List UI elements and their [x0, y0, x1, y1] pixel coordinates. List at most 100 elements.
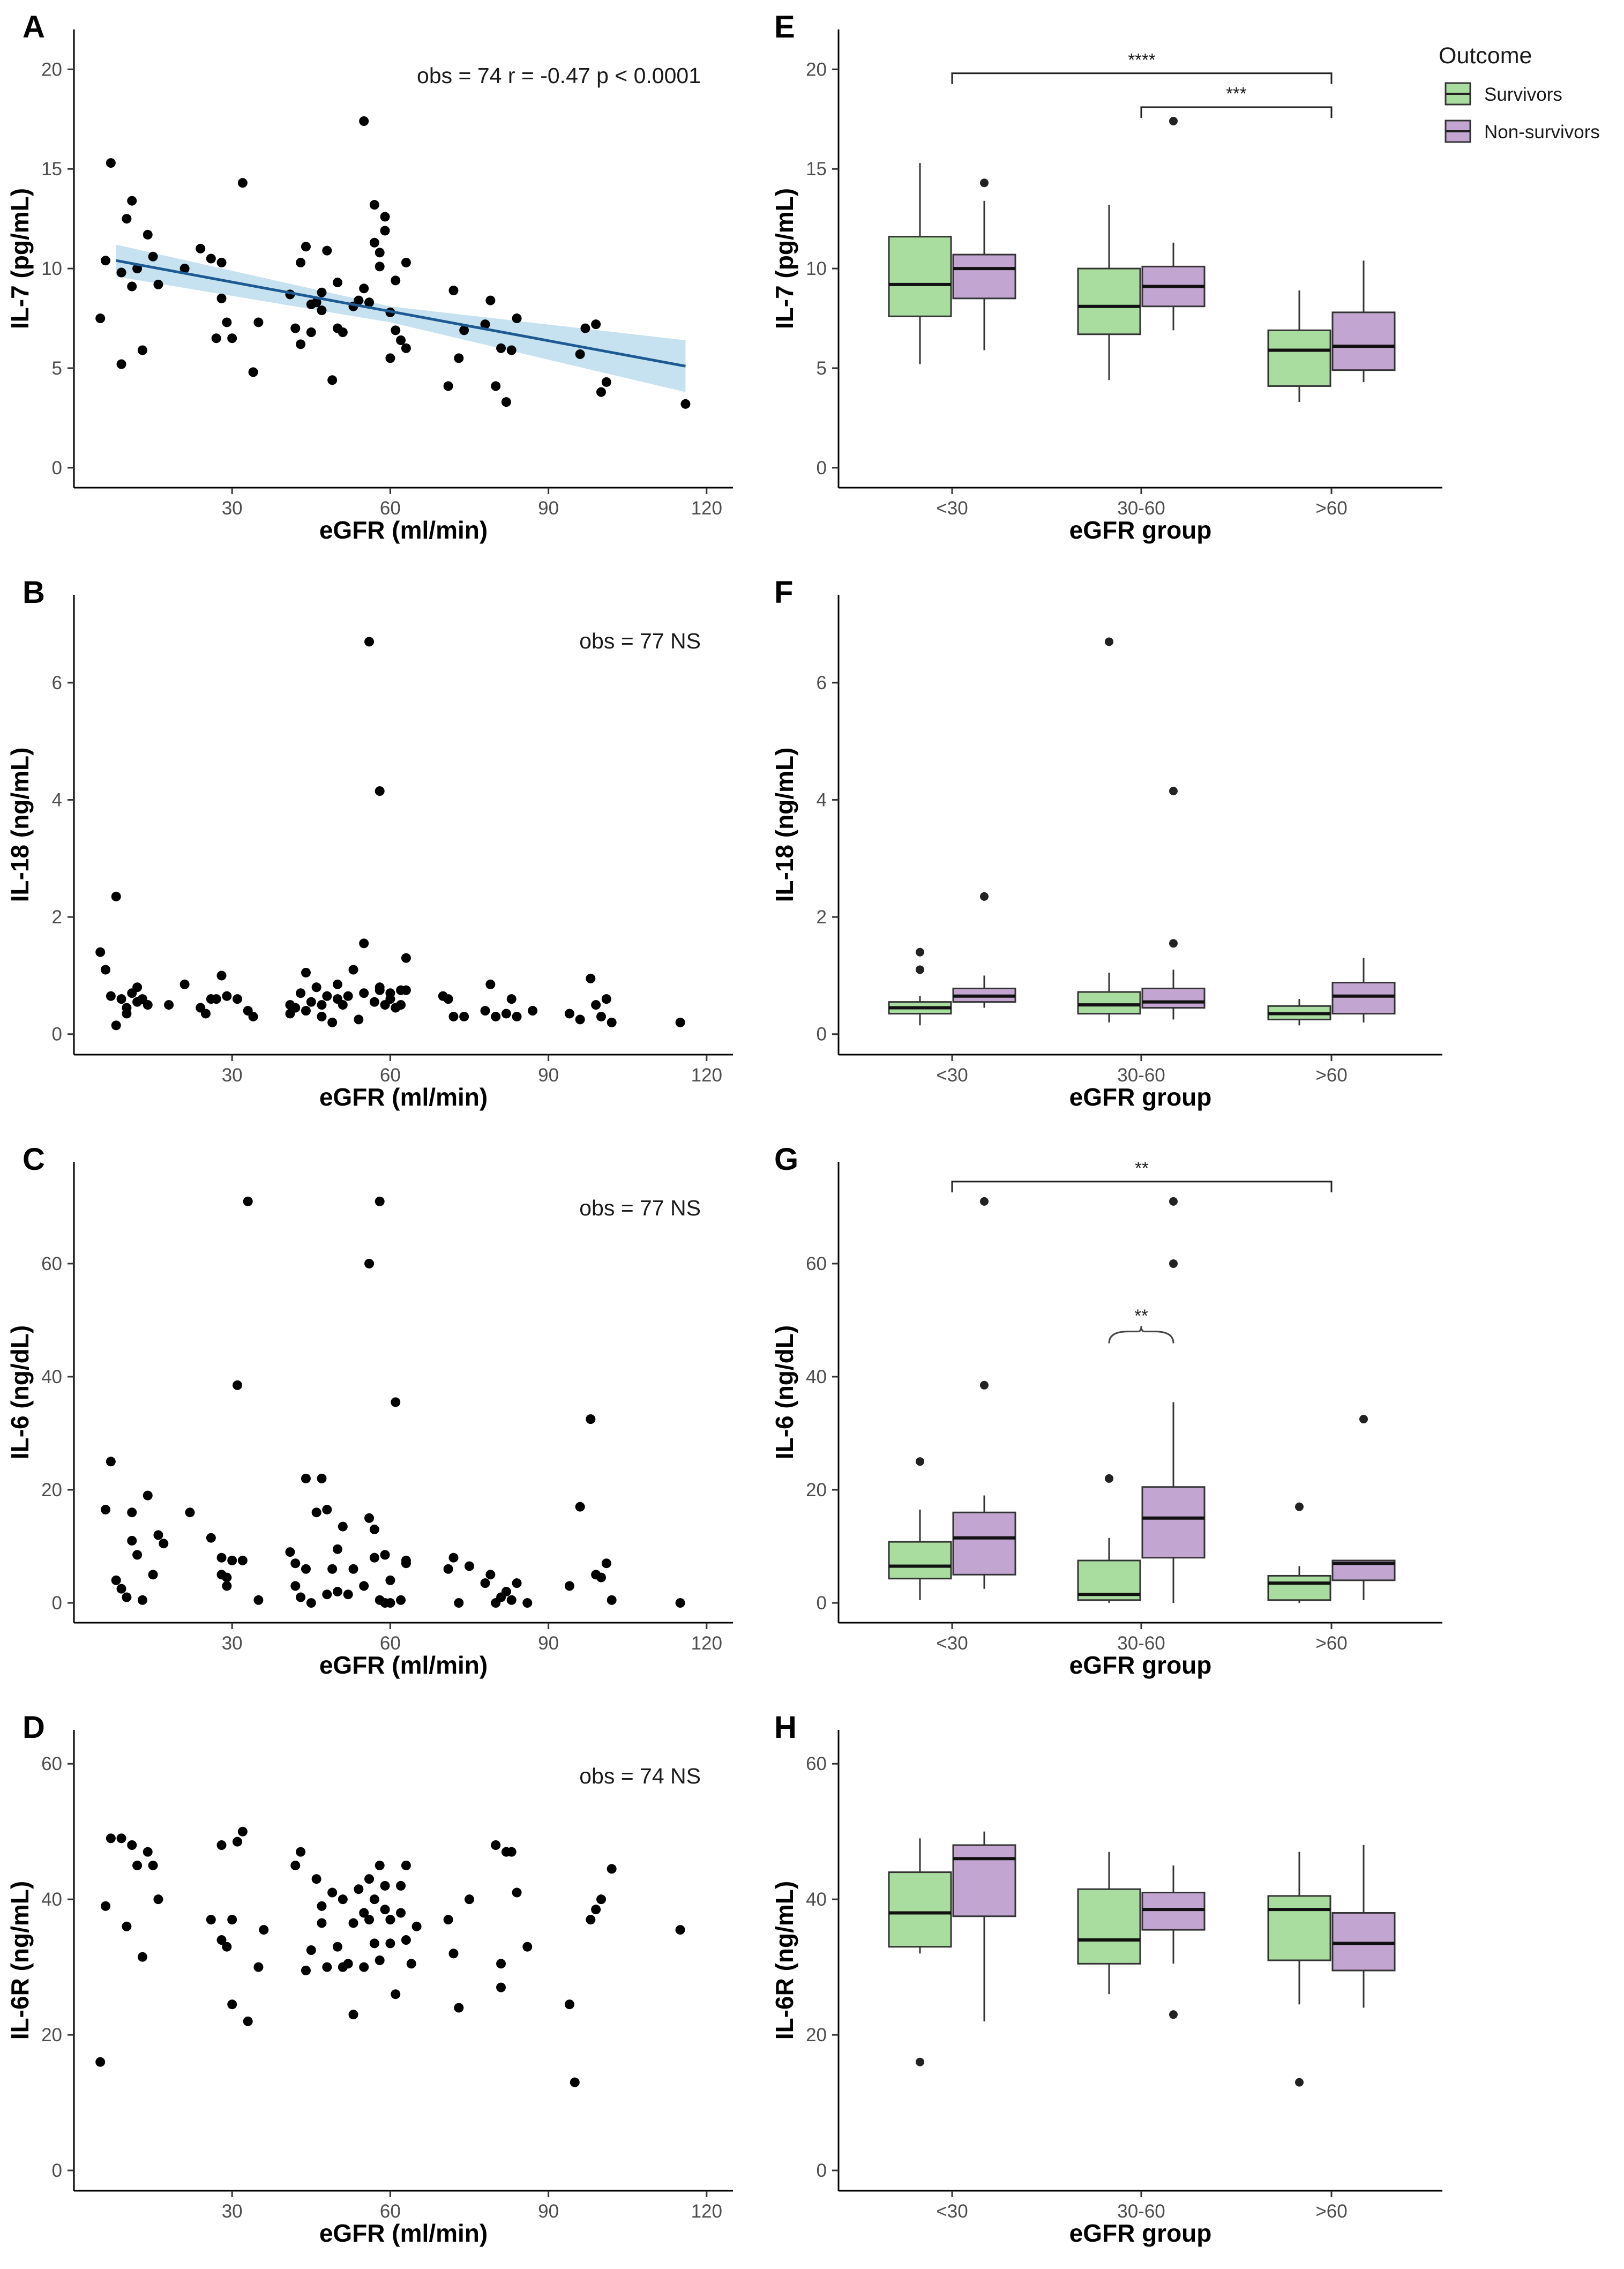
y-tick-label: 6: [817, 673, 827, 693]
scatter-panel-c: C 0 20 40 60 IL-6 (ng/dL) eGFR (ml/min) 30 60 90 1…: [6, 1142, 733, 1679]
data-point: [443, 381, 453, 391]
data-point: [301, 967, 311, 977]
data-point: [364, 1915, 375, 1925]
data-point: [354, 295, 364, 305]
data-point: [132, 1860, 143, 1870]
data-point: [127, 1535, 137, 1546]
box-survivors: [1077, 267, 1141, 335]
data-point: [385, 994, 395, 1004]
y-axis-title: IL-7 (pg/mL): [770, 188, 798, 329]
data-point: [591, 1000, 601, 1010]
data-point: [248, 1011, 258, 1021]
data-point: [322, 1504, 332, 1514]
data-point: [369, 200, 379, 210]
box-non-survivors: [1331, 311, 1396, 371]
data-point: [101, 1901, 111, 1911]
x-tick-label: 30: [222, 2201, 243, 2222]
legend-label-survivors: Survivors: [1484, 84, 1562, 105]
data-point: [233, 994, 243, 1004]
data-point: [343, 1959, 353, 1969]
data-point: [359, 1908, 369, 1918]
data-point: [459, 1011, 469, 1021]
x-tick-label: 30: [222, 498, 243, 519]
data-point: [301, 1006, 311, 1016]
box-non-survivors: [1141, 987, 1206, 1009]
data-point: [216, 1553, 227, 1563]
data-point: [338, 1000, 348, 1010]
y-tick-label: 40: [806, 1367, 827, 1387]
outlier-point: [1169, 787, 1178, 796]
data-point: [385, 1915, 395, 1925]
outlier-point: [1169, 117, 1178, 125]
data-point: [480, 1006, 490, 1016]
data-point: [675, 1925, 685, 1935]
box-survivors: [1077, 991, 1141, 1014]
data-point: [206, 1915, 216, 1925]
y-axis-title: IL-6 (ng/dL): [770, 1325, 798, 1459]
data-point: [306, 1598, 316, 1608]
data-point: [122, 1009, 132, 1019]
box-non-survivors: [952, 1844, 1016, 1917]
outlier-point: [916, 965, 924, 974]
panel-label-g: G: [774, 1142, 798, 1177]
data-point: [132, 1550, 143, 1560]
data-point: [491, 1011, 501, 1021]
data-point: [216, 257, 227, 267]
data-point: [306, 327, 316, 338]
data-point: [227, 1915, 237, 1925]
data-point: [485, 1570, 496, 1580]
data-point: [248, 367, 258, 377]
significance-bracket: [951, 72, 1333, 84]
data-point: [227, 1555, 237, 1565]
data-point: [396, 1908, 406, 1918]
data-point: [116, 359, 126, 369]
data-point: [237, 178, 248, 188]
y-tick-label: 15: [806, 159, 827, 180]
x-axis-title: eGFR (ml/min): [319, 1083, 488, 1111]
box-non-survivors: [1331, 982, 1396, 1014]
x-tick-label: 60: [380, 1633, 401, 1654]
outlier-point: [980, 892, 989, 901]
y-tick-label: 0: [817, 1593, 827, 1614]
y-tick-label: 40: [806, 1889, 827, 1910]
x-category-label: 30-60: [1117, 1065, 1165, 1086]
data-point: [448, 285, 459, 295]
data-point: [243, 2016, 253, 2026]
data-point: [564, 1009, 574, 1019]
panel-label-a: A: [23, 10, 45, 44]
data-point: [301, 242, 311, 252]
significance-bracket: [951, 1181, 1333, 1192]
data-point: [359, 988, 369, 998]
panel-label-e: E: [774, 10, 795, 44]
x-category-label: <30: [936, 1633, 968, 1654]
data-point: [580, 323, 590, 333]
data-point: [364, 1874, 375, 1884]
panel-label-d: D: [23, 1710, 45, 1745]
outlier-point: [1105, 1474, 1113, 1483]
x-tick-label: 60: [380, 498, 401, 519]
panel-label-c: C: [23, 1142, 45, 1177]
box-panel-f: F 0 2 4 6 IL-18 (ng/mL) eGFR group <30 30-60 >60: [770, 575, 1442, 1111]
data-point: [338, 327, 348, 338]
data-point: [322, 991, 332, 1001]
data-point: [216, 293, 227, 303]
data-point: [296, 1592, 306, 1602]
data-point: [512, 1011, 522, 1021]
y-axis-title: IL-18 (ng/mL): [770, 748, 798, 902]
data-point: [111, 891, 121, 901]
data-point: [575, 1502, 585, 1512]
box-survivors: [888, 1541, 952, 1580]
data-point: [116, 994, 126, 1004]
x-axis-title: eGFR group: [1069, 2219, 1212, 2247]
y-tick-label: 2: [52, 907, 62, 928]
data-point: [348, 2010, 358, 2020]
data-point: [586, 1414, 596, 1424]
data-point: [153, 279, 163, 289]
scatter-panel-d: D 0 20 40 60 IL-6R (ng/mL) eGFR (ml/min) 30 60 90…: [6, 1710, 733, 2247]
data-point: [333, 1544, 342, 1554]
data-point: [106, 158, 116, 168]
y-axis-title: IL-6R (ng/mL): [770, 1881, 798, 2040]
x-axis-title: eGFR group: [1069, 1083, 1212, 1111]
data-point: [369, 1553, 379, 1563]
data-point: [496, 1959, 506, 1969]
